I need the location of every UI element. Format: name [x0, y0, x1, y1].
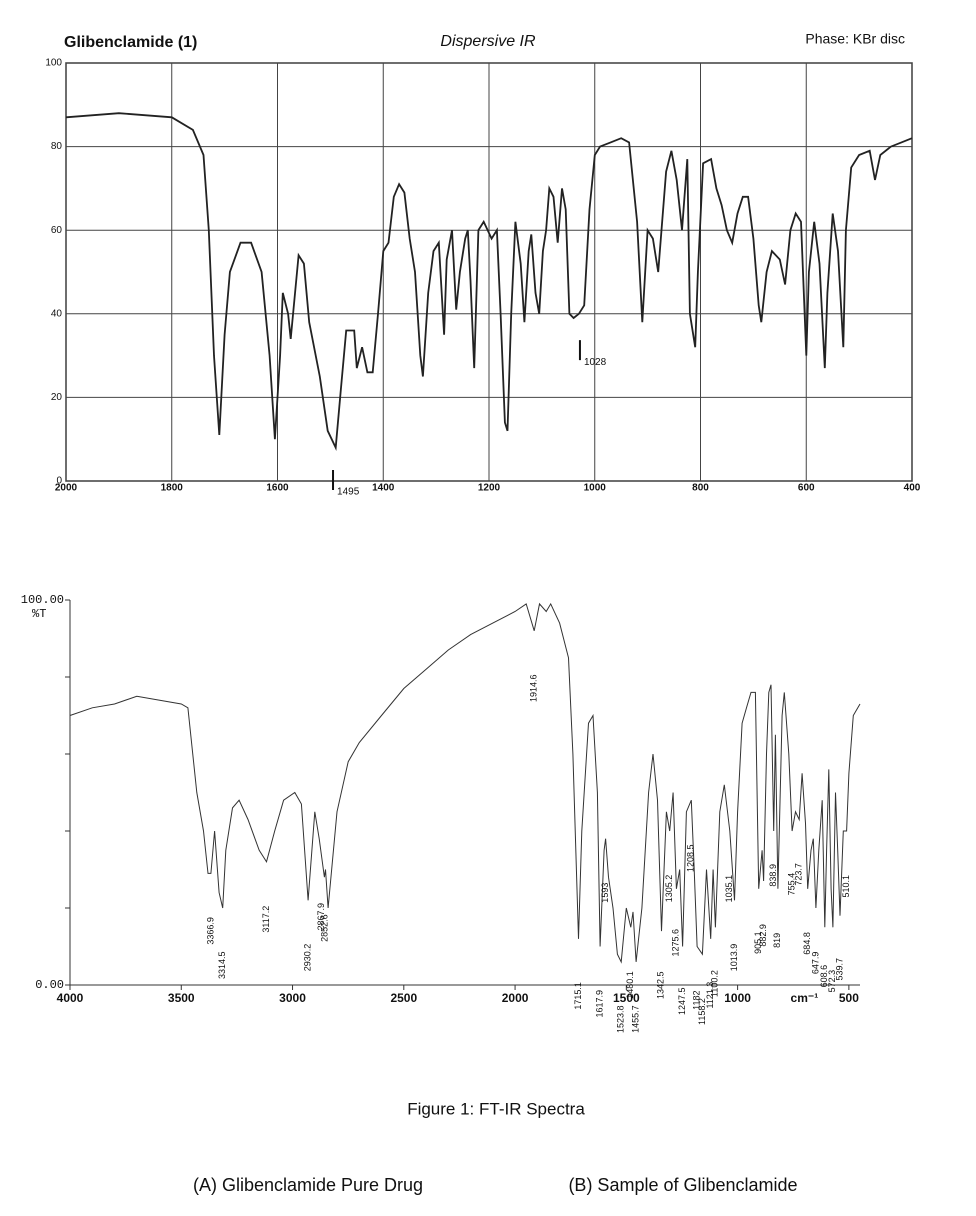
- x-tick-label: 1200: [478, 483, 501, 494]
- peak-label: 2867.9: [316, 903, 326, 931]
- peak-label: 510.1: [841, 875, 851, 898]
- peak-label: 1593: [600, 883, 610, 903]
- peak-label: 3117.2: [261, 906, 271, 933]
- x-tick-label: 4000: [57, 991, 84, 1005]
- peak-label: 1305.2: [664, 875, 674, 903]
- peak-label: 1035.1: [724, 875, 734, 903]
- peak-label: 1121.3: [705, 982, 715, 1009]
- y-tick-label: 0: [56, 476, 62, 487]
- peak-label: 755.4: [786, 873, 796, 896]
- peak-label: 1275.6: [671, 929, 681, 957]
- annotation-label: 1028: [584, 357, 607, 368]
- x-tick-label: 2500: [390, 991, 417, 1005]
- peak-label: 1617.9: [594, 990, 604, 1018]
- peak-label: 1013.9: [729, 944, 739, 972]
- peak-label: 1342.5: [656, 972, 666, 1000]
- y-tick-label: 0.00: [35, 978, 64, 992]
- panel-label: (B) Sample of Glibenclamide: [568, 1175, 797, 1195]
- peak-label: 723.7: [794, 863, 804, 886]
- x-tick-label: 3000: [279, 991, 306, 1005]
- y-tick-label: 20: [51, 392, 63, 403]
- peak-label: 1455.7: [631, 1005, 641, 1033]
- chart-subtitle: Dispersive IR: [440, 33, 536, 50]
- spectrum-line: [69, 602, 861, 964]
- x-tick-label: 1000: [724, 991, 751, 1005]
- x-tick-label: 500: [839, 991, 859, 1005]
- peak-label: 539.7: [834, 958, 844, 981]
- peak-label: 1247.5: [677, 987, 687, 1015]
- peak-label: 1523.8: [615, 1005, 625, 1033]
- chart-title: Glibenclamide (1): [64, 34, 197, 51]
- peak-label: 1100.2: [710, 970, 720, 997]
- panel-label: (A) Glibenclamide Pure Drug: [193, 1175, 423, 1195]
- y-tick-label: 60: [51, 225, 63, 236]
- y-tick-label: 100.00: [21, 593, 64, 607]
- x-tick-label: 1400: [372, 483, 395, 494]
- x-tick-label: 1000: [584, 483, 607, 494]
- peak-label: 1480.1: [625, 971, 635, 999]
- peak-label: 1158.2: [697, 998, 707, 1025]
- y-tick-label: 80: [51, 141, 63, 152]
- peak-label: 572.3: [827, 970, 837, 993]
- peak-label: 819: [772, 933, 782, 948]
- x-tick-label: 3500: [168, 991, 195, 1005]
- peak-label: 905.1: [753, 931, 763, 954]
- y-tick-label: 40: [51, 308, 63, 319]
- x-tick-label: 1500: [613, 991, 640, 1005]
- figure-caption: Figure 1: FT-IR Spectra: [407, 1099, 585, 1118]
- peak-label: 3366.9: [205, 917, 215, 945]
- x-axis-label: cm⁻¹: [791, 991, 819, 1005]
- x-tick-label: 800: [692, 483, 709, 494]
- x-tick-label: 1600: [266, 483, 289, 494]
- peak-label: 1715.1: [573, 982, 583, 1010]
- x-tick-label: 400: [904, 483, 921, 494]
- y-tick-label: 100: [45, 58, 62, 69]
- peak-label: 647.9: [810, 952, 820, 975]
- annotation-label: 1495: [337, 487, 360, 498]
- peak-label: 3314.5: [217, 951, 227, 979]
- y-axis-label: %T: [32, 607, 46, 621]
- phase-note: Phase: KBr disc: [805, 31, 905, 47]
- peak-label: 838.9: [768, 864, 778, 887]
- x-tick-label: 600: [798, 483, 815, 494]
- peak-label: 1182: [691, 990, 701, 1009]
- peak-label: 2852.6: [320, 914, 330, 942]
- x-tick-label: 1800: [161, 483, 184, 494]
- peak-label: 2930.2: [302, 944, 312, 972]
- peak-label: 608.6: [819, 965, 829, 988]
- peak-label: 1914.6: [528, 674, 538, 702]
- peak-label: 882.9: [758, 924, 768, 947]
- peak-label: 1208.5: [686, 844, 696, 872]
- x-tick-label: 2000: [502, 991, 529, 1005]
- x-tick-label: 2000: [55, 483, 78, 494]
- peak-label: 684.8: [802, 932, 812, 955]
- spectrum-line: [65, 112, 913, 451]
